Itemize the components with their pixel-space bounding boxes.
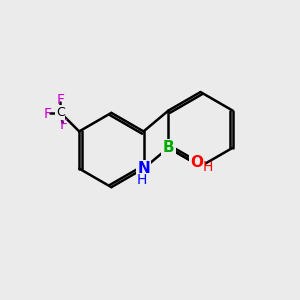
Text: B: B xyxy=(163,140,174,155)
Text: O: O xyxy=(190,155,204,170)
Text: H: H xyxy=(137,173,147,187)
Text: N: N xyxy=(137,161,150,176)
Text: F: F xyxy=(56,93,64,107)
Text: F: F xyxy=(44,107,52,121)
Text: C: C xyxy=(56,106,64,119)
Text: F: F xyxy=(59,118,67,132)
Text: H: H xyxy=(203,160,213,174)
